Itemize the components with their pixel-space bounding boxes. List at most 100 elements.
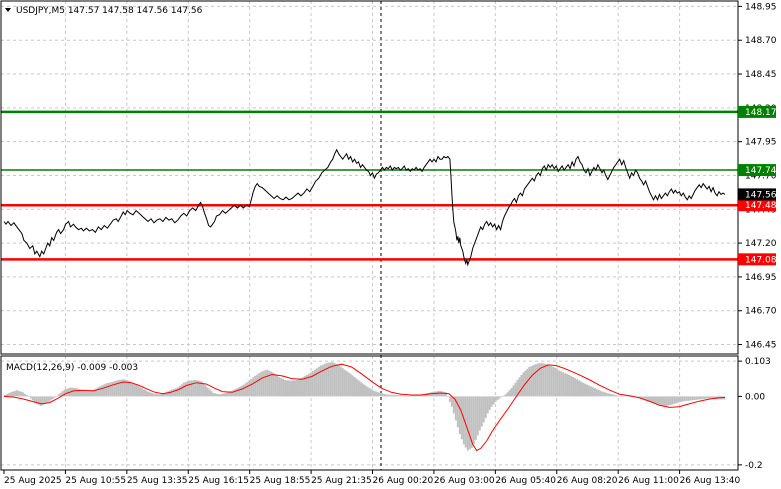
- macd-histogram-bar: [498, 396, 501, 399]
- macd-histogram-bar: [49, 396, 52, 401]
- macd-histogram-bar: [581, 382, 584, 397]
- macd-histogram-bar: [77, 388, 80, 397]
- macd-histogram-bar: [528, 366, 531, 397]
- macd-histogram-bar: [345, 371, 348, 397]
- macd-histogram-bar: [611, 394, 614, 397]
- macd-histogram-bar: [222, 393, 225, 397]
- macd-histogram-bar: [619, 395, 622, 397]
- macd-histogram-bar: [359, 381, 362, 397]
- macd-histogram-bar: [440, 391, 443, 397]
- macd-histogram-bar: [713, 396, 716, 400]
- macd-histogram-bar: [158, 394, 161, 397]
- macd-histogram-bar: [313, 369, 316, 397]
- macd-histogram-bar: [242, 384, 245, 397]
- macd-histogram-bar: [554, 368, 557, 397]
- macd-histogram-bar: [361, 383, 364, 397]
- macd-histogram-bar: [609, 393, 612, 397]
- price-axis[interactable]: 148.95148.70148.45148.20147.95147.70147.…: [738, 2, 777, 351]
- macd-histogram-bar: [127, 380, 130, 397]
- macd-histogram-bar: [564, 373, 567, 397]
- x-tick-label: 26 Aug 13:40: [680, 476, 741, 486]
- macd-histogram-bar: [125, 379, 128, 397]
- macd-histogram-bar: [480, 396, 483, 427]
- macd-histogram-bar: [423, 393, 426, 397]
- macd-histogram-bar: [601, 391, 604, 397]
- macd-histogram-bar: [91, 390, 94, 397]
- macd-histogram-bar: [460, 396, 463, 440]
- macd-histogram-bar: [194, 379, 197, 397]
- macd-histogram-bar: [148, 392, 151, 397]
- macd-histogram-bar: [75, 388, 78, 397]
- macd-histogram-bar: [321, 364, 324, 397]
- macd-histogram-bar: [673, 396, 676, 404]
- macd-histogram-bar: [228, 391, 231, 397]
- macd-histogram-bar: [627, 396, 630, 397]
- price-badge: [738, 188, 776, 201]
- macd-histogram-bar: [510, 388, 513, 397]
- macd-histogram-bar: [599, 390, 602, 397]
- price-badge-label: 147.48: [745, 201, 777, 211]
- x-tick-label: 25 Aug 13:35: [127, 476, 188, 486]
- macd-histogram-bar: [593, 388, 596, 397]
- macd-histogram-bar: [180, 384, 183, 397]
- macd-histogram-bar: [301, 377, 304, 397]
- macd-histogram-bar: [53, 396, 56, 398]
- macd-histogram-bar: [500, 396, 503, 398]
- macd-histogram-bar: [403, 395, 406, 397]
- price-badge-label: 148.17: [745, 108, 777, 118]
- macd-histogram-bar: [444, 392, 447, 397]
- macd-histogram-bar: [583, 383, 586, 397]
- macd-histogram-bar: [280, 378, 283, 397]
- macd-histogram-bar: [121, 379, 124, 397]
- y-tick-label: 148.70: [745, 36, 777, 46]
- macd-histogram-bar: [79, 389, 82, 397]
- macd-tick-label: 0.00: [745, 392, 765, 402]
- macd-histogram-bar: [303, 376, 306, 397]
- macd-histogram-bar: [141, 388, 144, 397]
- macd-histogram-bar: [546, 364, 549, 397]
- macd-histogram-bar: [33, 396, 36, 403]
- price-pane[interactable]: [1, 110, 738, 267]
- macd-histogram-bar: [625, 395, 628, 397]
- macd-histogram-bar: [43, 396, 46, 405]
- macd-histogram-bar: [288, 380, 291, 397]
- macd-histogram-bar: [109, 382, 112, 397]
- price-badge-label: 147.56: [745, 190, 777, 200]
- macd-histogram-bar: [295, 379, 298, 397]
- macd-pane[interactable]: [3, 362, 726, 452]
- macd-histogram-bar: [200, 381, 203, 397]
- macd-histogram-bar: [184, 382, 187, 397]
- macd-histogram-bar: [133, 383, 136, 397]
- macd-histogram-bar: [433, 391, 436, 397]
- menu-triangle-icon[interactable]: [5, 8, 11, 12]
- macd-histogram-bar: [272, 372, 275, 397]
- macd-histogram-bar: [450, 396, 453, 407]
- price-line[interactable]: [3, 148, 726, 267]
- macd-histogram-bar: [254, 375, 257, 397]
- macd-histogram-bar: [387, 394, 390, 397]
- macd-histogram-bar: [188, 380, 191, 397]
- macd-histogram-bar: [540, 362, 543, 397]
- chart-title: USDJPY,M5 147.57 147.58 147.56 147.56: [16, 6, 203, 16]
- macd-histogram-bar: [538, 363, 541, 397]
- macd-histogram-bar: [552, 366, 555, 397]
- macd-histogram-bar: [204, 385, 207, 397]
- macd-histogram-bar: [202, 383, 205, 397]
- macd-axis: 0.103 0.00 -0.2: [738, 357, 771, 471]
- macd-histogram-bar: [172, 388, 175, 397]
- macd-histogram-bar: [315, 368, 318, 397]
- macd-histogram-bar: [343, 369, 346, 397]
- macd-histogram-bar: [292, 380, 295, 397]
- macd-histogram-bar: [653, 396, 656, 404]
- macd-histogram-bar: [562, 372, 565, 397]
- macd-histogram-bar: [337, 364, 340, 397]
- macd-signal-line[interactable]: [3, 363, 726, 452]
- macd-histogram-bar: [466, 396, 469, 451]
- y-tick-label: 147.70: [745, 171, 777, 181]
- macd-histogram-bar: [458, 396, 461, 435]
- macd-histogram-bar: [357, 380, 360, 397]
- macd-histogram-bar: [464, 396, 467, 448]
- macd-histogram-bar: [39, 396, 42, 406]
- macd-histogram-bar: [71, 387, 74, 397]
